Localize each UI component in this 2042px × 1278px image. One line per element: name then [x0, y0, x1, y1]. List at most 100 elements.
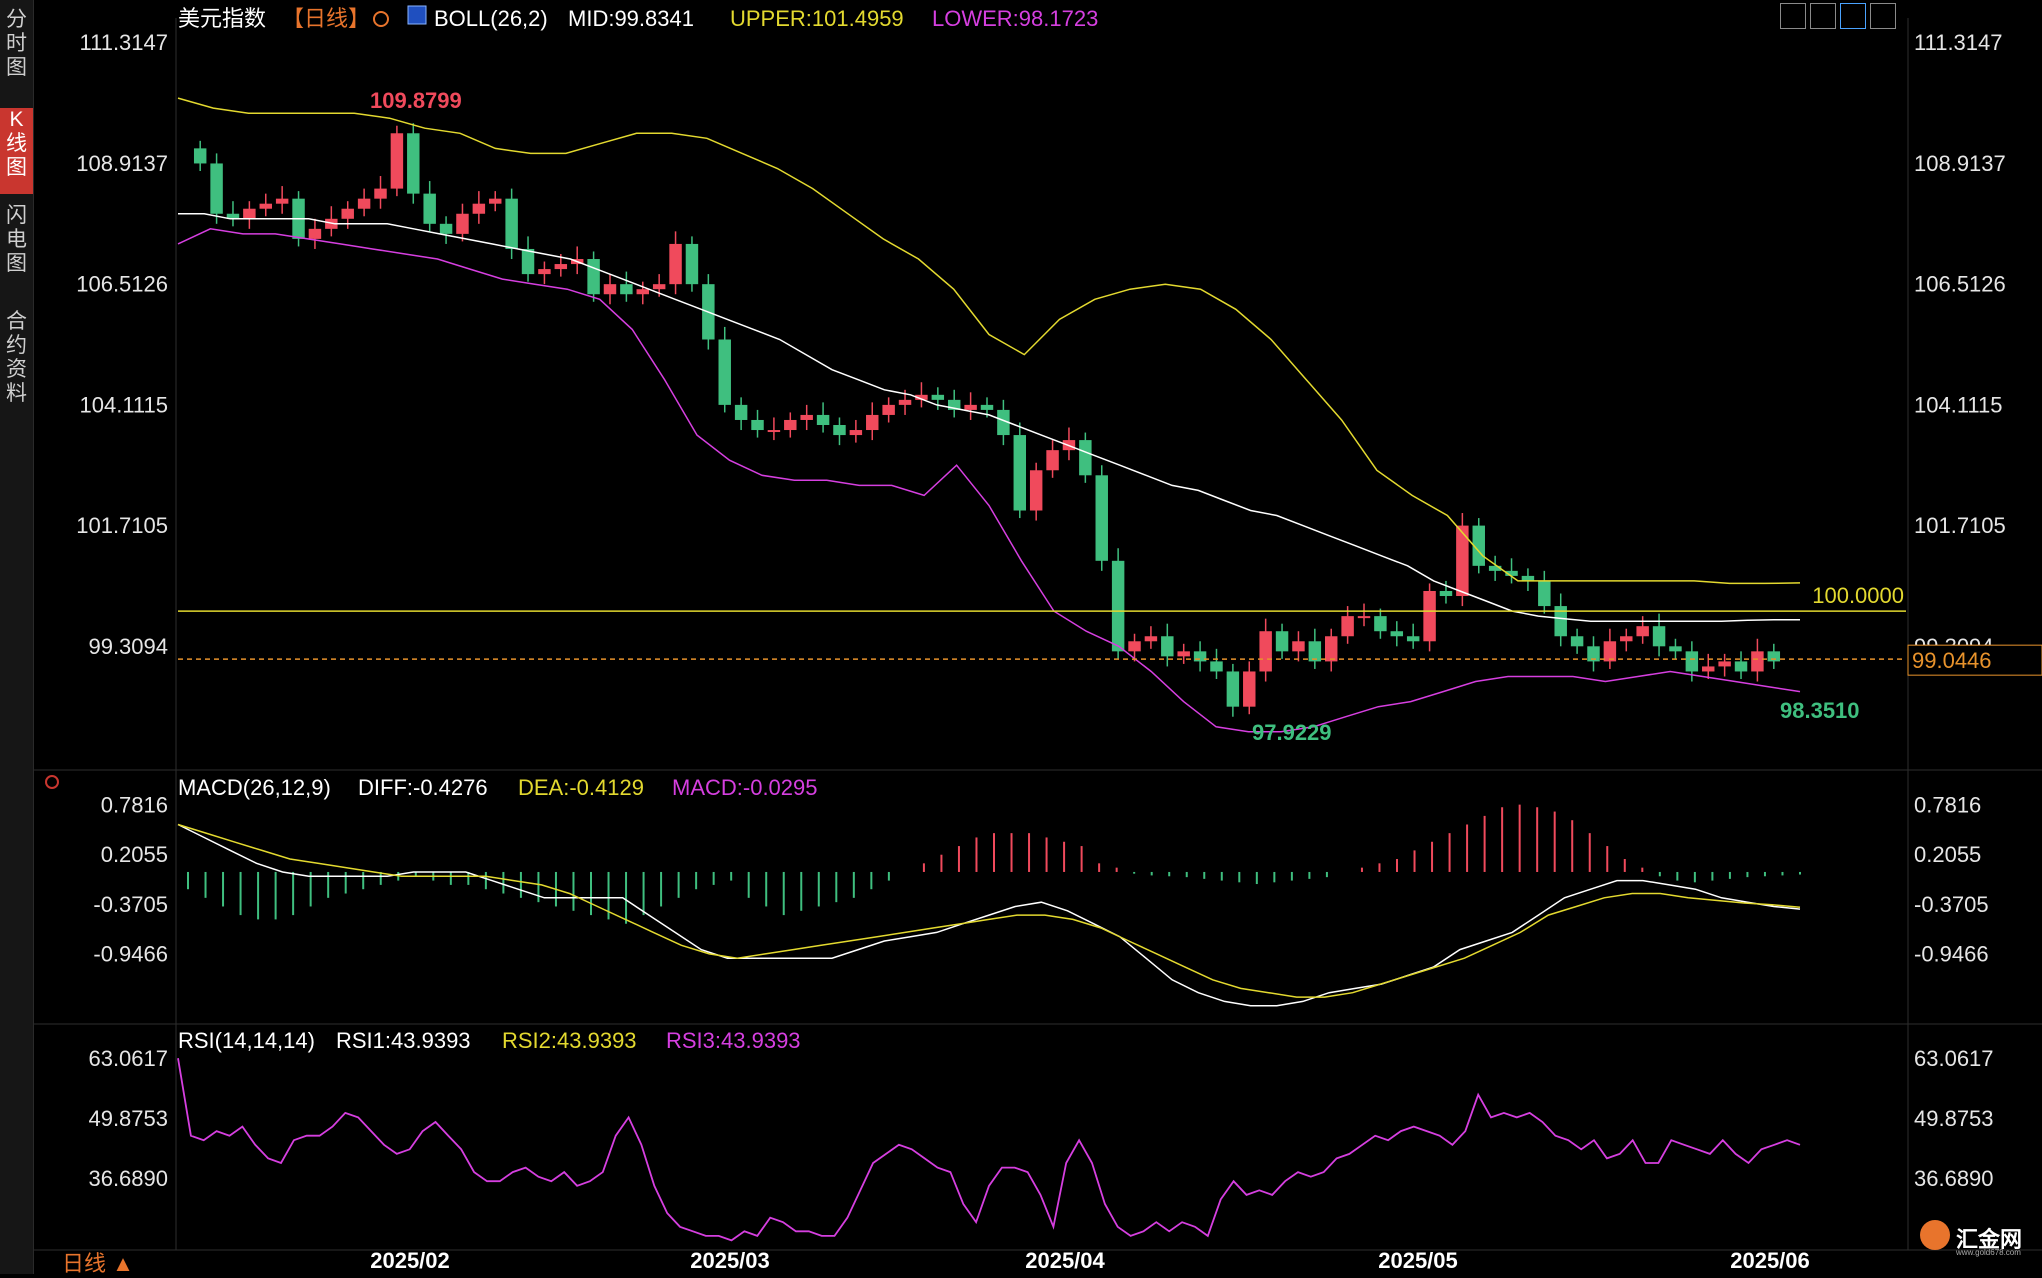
macd-y-tick-right: -0.9466 [1914, 942, 1989, 967]
candle-body [1292, 641, 1305, 652]
macd-diff-line [177, 823, 1801, 1007]
candle-body [767, 430, 781, 433]
y-tick-label-right: 111.3147 [1914, 30, 2003, 55]
boll-lower-label: LOWER:98.1723 [932, 6, 1098, 31]
y-tick-label-left: 111.3147 [80, 30, 169, 55]
candle-body [1423, 590, 1436, 642]
grid-icon[interactable] [1780, 3, 1806, 29]
candle-body [1275, 631, 1289, 652]
candle-body [1144, 636, 1158, 642]
candle-body [1243, 671, 1256, 707]
macd-y-tick-left: 0.2055 [101, 842, 168, 867]
candle-body [898, 399, 912, 405]
candle-body [1751, 651, 1764, 672]
price-annotation: 97.9229 [1252, 720, 1332, 745]
rsi-line [177, 1058, 1801, 1242]
candle-body [587, 259, 600, 295]
candle-body [1538, 580, 1551, 607]
candle-body [947, 399, 961, 410]
sidebar-tab-3[interactable]: 合约资料 [6, 310, 27, 405]
candle-body [1357, 616, 1371, 619]
current-price-box [1907, 644, 2042, 676]
candle-body [1636, 626, 1649, 637]
indicator-icon [407, 5, 427, 25]
instrument-title: 美元指数 [178, 6, 266, 31]
candle-body [1620, 636, 1633, 642]
candle-body [1685, 651, 1699, 672]
candle-body [1767, 651, 1781, 662]
candle-body [997, 409, 1010, 436]
macd-title: MACD(26,12,9) [178, 775, 331, 800]
candle-body [554, 264, 568, 270]
candle-body [423, 193, 436, 224]
macd-y-tick-left: 0.7816 [101, 793, 168, 818]
candle-body [931, 394, 945, 400]
candle-body [407, 133, 420, 194]
rsi-legend-item: RSI3:43.9393 [666, 1028, 801, 1053]
candle-body [1488, 565, 1502, 571]
macd-dea-line [177, 823, 1801, 998]
table-icon[interactable] [1810, 3, 1836, 29]
y-tick-label-left: 101.7105 [76, 513, 168, 538]
candle-body [1226, 671, 1240, 707]
candle-body [275, 198, 289, 204]
rsi-y-tick-left: 49.8753 [88, 1106, 168, 1131]
candle-body [964, 404, 977, 410]
rsi-y-tick-left: 36.6890 [88, 1166, 168, 1191]
sidebar-tab-2[interactable]: 闪电图 [6, 204, 27, 275]
candle-body [603, 284, 617, 295]
candle-body [1734, 661, 1748, 672]
candle-body [521, 248, 535, 275]
candle-body [1669, 646, 1682, 652]
candle-body [1570, 636, 1584, 647]
macd-y-tick-right: 0.7816 [1914, 793, 1981, 818]
candle-body [505, 198, 518, 249]
macd-y-tick-left: -0.9466 [93, 942, 168, 967]
settings-icon [373, 11, 389, 27]
expand-icon[interactable] [1870, 3, 1896, 29]
candle-body [341, 208, 354, 219]
candle-body [374, 188, 387, 199]
candle-mode-icon[interactable] [1840, 3, 1866, 29]
candle-body [1390, 631, 1404, 637]
rsi-y-tick-left: 63.0617 [88, 1046, 168, 1071]
candle-body [1095, 475, 1108, 561]
candle-body [718, 339, 731, 405]
candle-body [243, 208, 256, 219]
candle-body [1308, 641, 1322, 662]
y-tick-label-left: 108.9137 [76, 151, 168, 176]
macd-y-tick-right: -0.3705 [1914, 892, 1989, 917]
candle-body [1013, 435, 1027, 511]
candle-body [193, 148, 207, 164]
price-annotation: 109.8799 [370, 88, 462, 113]
candle-body [734, 404, 748, 420]
candle-body [636, 289, 650, 295]
candle-body [980, 404, 994, 410]
candle-body [1374, 616, 1387, 632]
rsi-y-tick-right: 63.0617 [1914, 1046, 1994, 1071]
candle-body [915, 394, 928, 400]
macd-settings-icon [45, 775, 59, 789]
candle-body [538, 269, 551, 275]
sidebar-tab-0[interactable]: 分时图 [6, 8, 27, 79]
candle-body [800, 414, 813, 420]
reference-line-label: 100.0000 [1812, 583, 1904, 608]
candle-body [1341, 616, 1354, 637]
rsi-legend-item: RSI1:43.9393 [336, 1028, 471, 1053]
candle-body [1406, 636, 1420, 642]
y-tick-label-right: 101.7105 [1914, 513, 2006, 538]
y-tick-label-left: 106.5126 [76, 272, 168, 297]
candle-body [1177, 651, 1190, 657]
candle-body [1210, 661, 1223, 672]
period-selector[interactable]: 日线 ▲ [62, 1251, 134, 1276]
candle-body [439, 223, 453, 234]
candle-body [1128, 641, 1141, 652]
candle-body [308, 228, 322, 239]
candle-body [1029, 470, 1043, 511]
macd-y-tick-left: -0.3705 [93, 892, 168, 917]
candle-body [866, 414, 879, 431]
candle-body [685, 243, 699, 285]
candle-body [833, 425, 846, 436]
y-tick-label-right: 104.1115 [1914, 392, 2003, 417]
